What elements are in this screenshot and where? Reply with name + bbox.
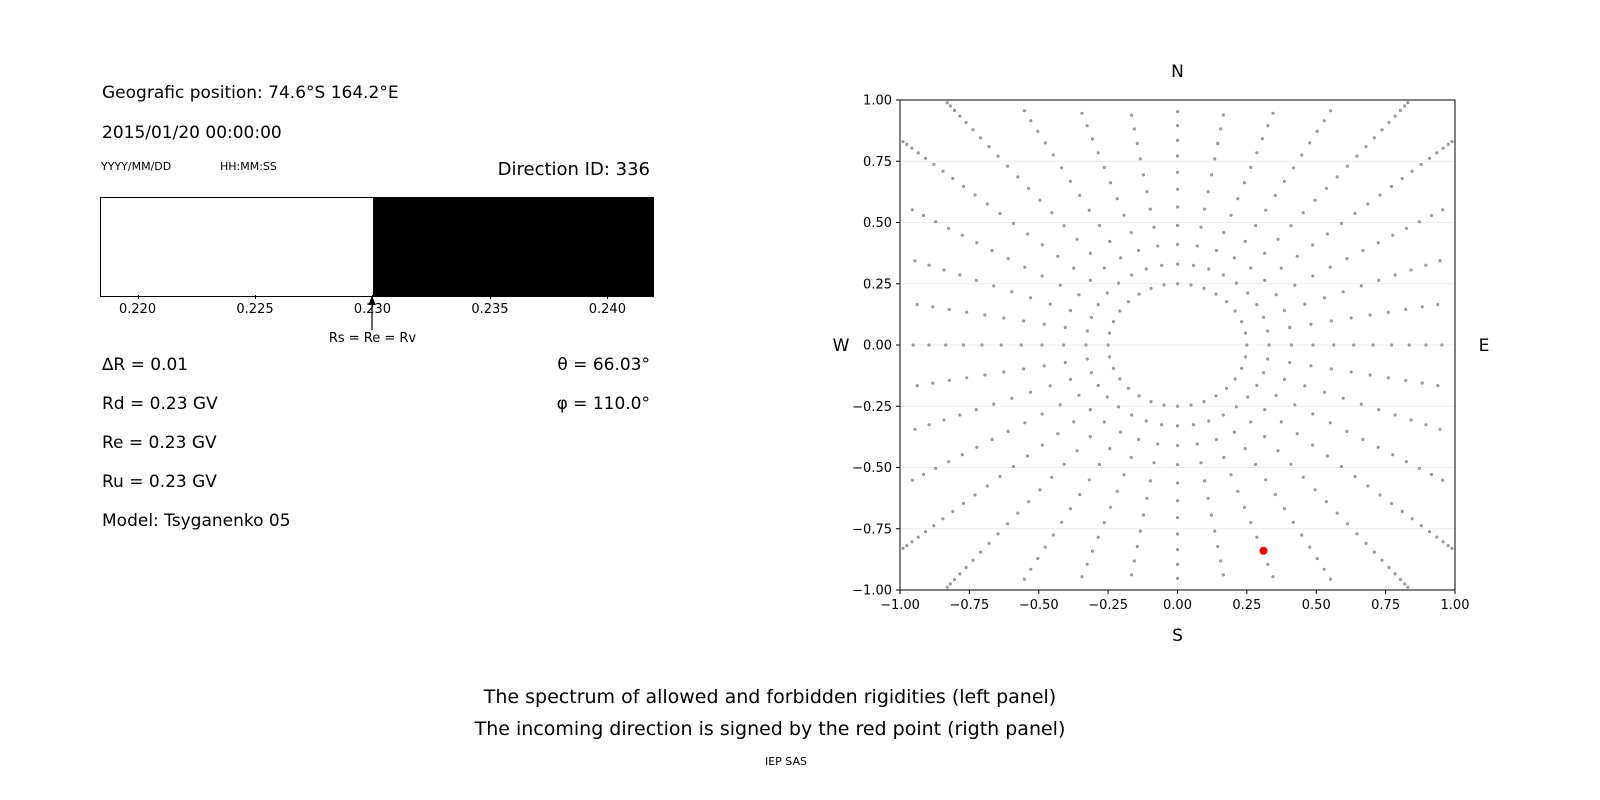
- param-theta: θ = 66.03°: [557, 355, 650, 375]
- compass-south-label: S: [1172, 626, 1183, 646]
- rigidity-spectrum-bar: [100, 197, 654, 297]
- spectrum-region-white: [101, 198, 374, 296]
- param-rd: Rd = 0.23 GV: [102, 394, 218, 414]
- direction-id-text: Direction ID: 336: [497, 159, 650, 180]
- direction-dots: [901, 101, 1454, 589]
- spectrum-tick-label: 0.225: [236, 302, 274, 317]
- y-tick-label: 0.00: [863, 339, 892, 354]
- param-ru: Ru = 0.23 GV: [102, 472, 217, 492]
- spectrum-tick-label: 0.220: [118, 302, 157, 317]
- red-incoming-direction-point: [1259, 546, 1268, 555]
- y-tick-label: 0.75: [863, 155, 892, 170]
- x-tick-label: 0.00: [1163, 598, 1192, 613]
- tick-mark: [137, 295, 139, 299]
- tick-mark: [372, 295, 374, 299]
- y-tick-label: −0.75: [852, 522, 892, 537]
- param-model: Model: Tsyganenko 05: [102, 511, 291, 531]
- caption-line-1: The spectrum of allowed and forbidden ri…: [483, 686, 1057, 708]
- date-format-label: YYYY/MM/DD: [101, 160, 172, 173]
- direction-plot: −1.00 −0.75 −0.50 −0.25 0.00 0.25 0.50 0.75 1.00…: [833, 62, 1490, 646]
- tick-mark: [255, 295, 257, 299]
- x-tick-label: −0.75: [949, 598, 989, 613]
- compass-north-label: N: [1171, 62, 1184, 82]
- x-tick-label: −0.25: [1088, 598, 1128, 613]
- param-phi: φ = 110.0°: [556, 394, 650, 414]
- tick-mark: [489, 295, 491, 299]
- spectrum-region-black: [373, 198, 653, 296]
- y-tick-label: −0.50: [852, 461, 892, 476]
- y-tick-label: −0.25: [852, 400, 892, 415]
- x-tick-label: −0.50: [1019, 598, 1059, 613]
- x-tick-label: −1.00: [880, 598, 920, 613]
- x-tick-label: 0.75: [1371, 598, 1400, 613]
- time-format-label: HH:MM:SS: [220, 160, 277, 173]
- up-arrow-icon: [368, 296, 377, 330]
- spectrum-tick-label: 0.240: [588, 302, 626, 317]
- x-tick-label: 0.25: [1232, 598, 1261, 613]
- x-tick-label: 0.50: [1302, 598, 1331, 613]
- compass-east-label: E: [1479, 336, 1490, 356]
- x-tick-label: 1.00: [1441, 598, 1470, 613]
- spectrum-axis: 0.220 0.225 0.230 0.235 0.240: [100, 295, 652, 321]
- caption-line-2: The incoming direction is signed by the …: [474, 718, 1066, 740]
- spectrum-annotation: Rs = Re = Rv: [100, 296, 652, 352]
- compass-west-label: W: [833, 336, 850, 356]
- param-re: Re = 0.23 GV: [102, 433, 217, 453]
- datetime-text: 2015/01/20 00:00:00: [102, 123, 282, 143]
- tick-mark: [607, 295, 609, 299]
- y-tick-label: −1.00: [852, 584, 892, 599]
- y-tick-label: 1.00: [863, 94, 892, 109]
- credit-text: IEP SAS: [764, 755, 808, 768]
- y-tick-label: 0.25: [863, 277, 892, 292]
- geo-position-text: Geografic position: 74.6°S 164.2°E: [102, 83, 399, 103]
- y-tick-label: 0.50: [863, 216, 892, 231]
- arrow-annotation-label: Rs = Re = Rv: [328, 331, 417, 346]
- param-delta-r: ∆R = 0.01: [102, 355, 189, 375]
- spectrum-tick-label: 0.235: [471, 302, 509, 317]
